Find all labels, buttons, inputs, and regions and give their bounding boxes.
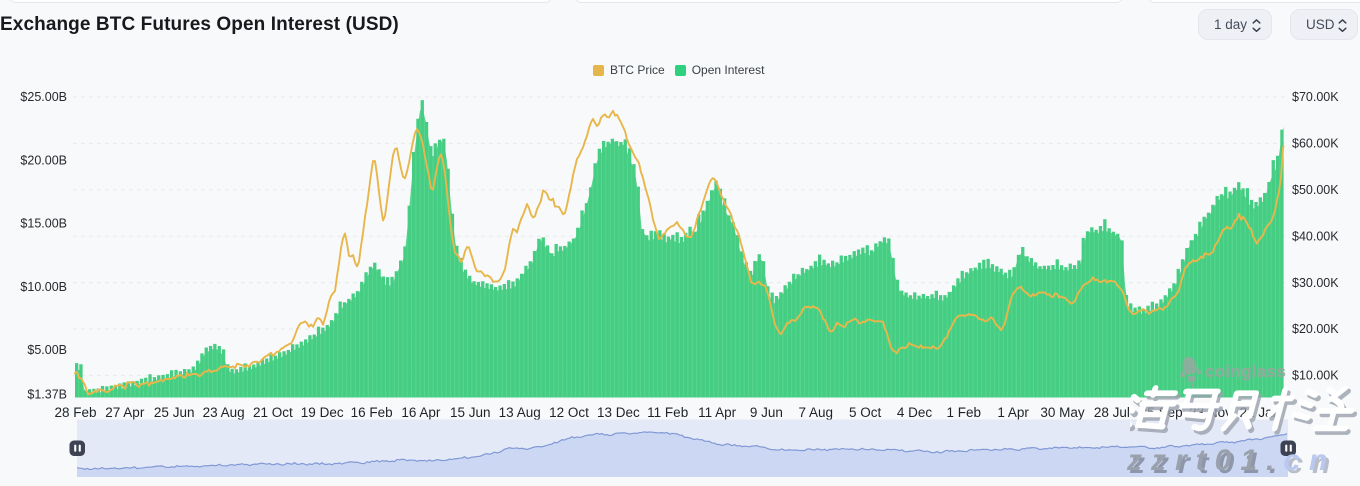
svg-text:25 Jun: 25 Jun xyxy=(154,405,195,420)
svg-text:$10.00K: $10.00K xyxy=(1292,369,1339,383)
svg-text:16 Apr: 16 Apr xyxy=(401,405,441,420)
svg-text:$15.00B: $15.00B xyxy=(20,217,67,231)
svg-text:$10.00B: $10.00B xyxy=(20,280,67,294)
svg-text:11 Apr: 11 Apr xyxy=(698,405,737,420)
svg-text:$5.00B: $5.00B xyxy=(27,343,67,357)
svg-text:5 Oct: 5 Oct xyxy=(849,405,882,420)
svg-text:28 Feb: 28 Feb xyxy=(54,405,96,420)
svg-text:13 Dec: 13 Dec xyxy=(597,405,640,420)
svg-text:4 Dec: 4 Dec xyxy=(897,405,933,420)
svg-text:11 Feb: 11 Feb xyxy=(647,405,688,420)
svg-text:9 Jun: 9 Jun xyxy=(750,405,783,420)
svg-text:13 Aug: 13 Aug xyxy=(499,405,541,420)
svg-text:27 Apr: 27 Apr xyxy=(105,405,145,420)
svg-text:15 Jun: 15 Jun xyxy=(450,405,491,420)
svg-text:$1.37B: $1.37B xyxy=(27,388,67,402)
svg-text:$25.00B: $25.00B xyxy=(20,90,67,104)
svg-text:$40.00K: $40.00K xyxy=(1292,229,1339,243)
svg-text:coinglass: coinglass xyxy=(1205,362,1286,381)
svg-text:30 May: 30 May xyxy=(1040,405,1085,420)
svg-text:7 Aug: 7 Aug xyxy=(799,405,834,420)
svg-text:12 Oct: 12 Oct xyxy=(549,405,589,420)
svg-text:$50.00K: $50.00K xyxy=(1292,183,1339,197)
svg-text:$70.00K: $70.00K xyxy=(1292,90,1339,104)
svg-text:1 Feb: 1 Feb xyxy=(947,405,982,420)
svg-text:$20.00B: $20.00B xyxy=(20,153,67,167)
svg-text:$60.00K: $60.00K xyxy=(1292,137,1339,151)
svg-text:$20.00K: $20.00K xyxy=(1292,322,1339,336)
svg-text:19 Dec: 19 Dec xyxy=(301,405,344,420)
svg-text:1 Apr: 1 Apr xyxy=(997,405,1029,420)
svg-text:$30.00K: $30.00K xyxy=(1292,276,1339,290)
svg-text:21 Oct: 21 Oct xyxy=(253,405,293,420)
svg-text:16 Feb: 16 Feb xyxy=(351,405,393,420)
svg-text:28 Jul: 28 Jul xyxy=(1094,405,1130,420)
svg-text:23 Aug: 23 Aug xyxy=(203,405,245,420)
